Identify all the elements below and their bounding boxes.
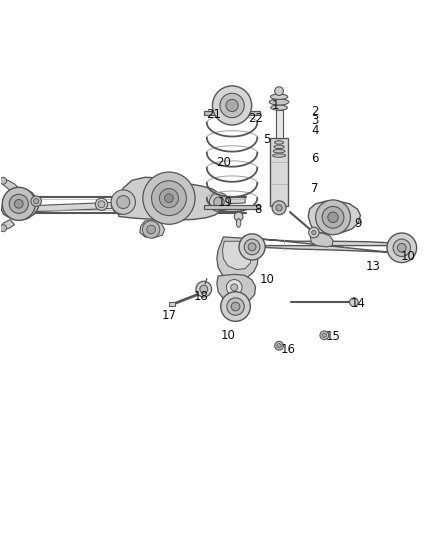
Circle shape bbox=[221, 292, 251, 321]
Circle shape bbox=[328, 212, 338, 223]
Circle shape bbox=[98, 201, 105, 208]
Polygon shape bbox=[140, 221, 165, 238]
Circle shape bbox=[322, 333, 326, 337]
Polygon shape bbox=[1, 180, 18, 190]
Text: 7: 7 bbox=[311, 182, 318, 195]
Circle shape bbox=[231, 284, 238, 291]
Circle shape bbox=[31, 196, 42, 206]
Circle shape bbox=[142, 221, 160, 238]
Text: 9: 9 bbox=[354, 217, 362, 230]
Polygon shape bbox=[223, 241, 252, 270]
Circle shape bbox=[196, 281, 212, 297]
Circle shape bbox=[220, 93, 244, 118]
Polygon shape bbox=[1, 188, 39, 220]
Circle shape bbox=[111, 190, 135, 214]
Text: 4: 4 bbox=[311, 124, 318, 137]
Ellipse shape bbox=[272, 154, 286, 157]
Circle shape bbox=[0, 225, 7, 232]
Circle shape bbox=[226, 279, 242, 295]
Text: 21: 21 bbox=[206, 108, 221, 120]
Circle shape bbox=[143, 172, 195, 224]
Circle shape bbox=[320, 331, 328, 340]
Circle shape bbox=[350, 298, 358, 306]
Circle shape bbox=[165, 194, 173, 203]
Ellipse shape bbox=[271, 105, 287, 110]
Text: 17: 17 bbox=[162, 309, 177, 322]
Ellipse shape bbox=[212, 100, 252, 111]
Text: 19: 19 bbox=[218, 196, 233, 209]
Ellipse shape bbox=[269, 99, 289, 105]
Ellipse shape bbox=[275, 141, 284, 144]
Circle shape bbox=[272, 201, 286, 215]
Circle shape bbox=[244, 239, 260, 255]
Circle shape bbox=[309, 228, 319, 238]
Circle shape bbox=[397, 244, 406, 252]
Text: 16: 16 bbox=[281, 343, 296, 356]
Circle shape bbox=[393, 239, 410, 256]
Text: 1: 1 bbox=[272, 99, 279, 112]
Text: 8: 8 bbox=[254, 204, 262, 216]
Bar bbox=[169, 302, 176, 306]
Polygon shape bbox=[111, 191, 134, 214]
Polygon shape bbox=[1, 220, 14, 230]
Circle shape bbox=[9, 194, 28, 213]
Circle shape bbox=[2, 187, 35, 220]
Bar bbox=[270, 138, 288, 206]
Text: 10: 10 bbox=[259, 273, 274, 286]
Circle shape bbox=[322, 206, 344, 228]
Text: 15: 15 bbox=[325, 329, 340, 343]
Circle shape bbox=[231, 302, 240, 311]
Text: 13: 13 bbox=[366, 260, 381, 273]
Polygon shape bbox=[217, 237, 258, 279]
Circle shape bbox=[248, 243, 256, 251]
Circle shape bbox=[200, 285, 208, 293]
Text: 2: 2 bbox=[311, 106, 318, 118]
Circle shape bbox=[226, 99, 238, 111]
Circle shape bbox=[117, 196, 130, 208]
Polygon shape bbox=[117, 177, 224, 220]
Circle shape bbox=[212, 86, 252, 125]
Circle shape bbox=[276, 205, 282, 211]
Circle shape bbox=[34, 199, 39, 204]
Circle shape bbox=[239, 234, 265, 260]
Bar bbox=[204, 205, 260, 209]
Circle shape bbox=[214, 197, 224, 207]
Polygon shape bbox=[308, 201, 360, 234]
Text: 10: 10 bbox=[401, 251, 416, 263]
Circle shape bbox=[209, 192, 229, 212]
Circle shape bbox=[312, 230, 316, 235]
Circle shape bbox=[95, 198, 108, 211]
Text: 20: 20 bbox=[216, 156, 231, 168]
Circle shape bbox=[227, 298, 244, 315]
Circle shape bbox=[14, 199, 23, 208]
Polygon shape bbox=[217, 274, 255, 303]
Circle shape bbox=[147, 225, 155, 234]
Circle shape bbox=[316, 200, 350, 235]
Circle shape bbox=[234, 212, 243, 221]
Text: 22: 22 bbox=[248, 112, 264, 125]
Ellipse shape bbox=[274, 145, 284, 149]
Text: 5: 5 bbox=[263, 133, 271, 146]
Ellipse shape bbox=[273, 149, 285, 153]
Circle shape bbox=[387, 233, 417, 263]
Bar bbox=[276, 110, 283, 138]
Circle shape bbox=[159, 189, 179, 208]
Circle shape bbox=[275, 341, 283, 350]
Bar bbox=[204, 111, 260, 115]
Circle shape bbox=[275, 87, 283, 95]
Text: 6: 6 bbox=[311, 152, 318, 165]
Circle shape bbox=[152, 181, 186, 215]
Text: 18: 18 bbox=[193, 289, 208, 303]
Ellipse shape bbox=[237, 219, 241, 228]
Circle shape bbox=[0, 177, 7, 184]
Polygon shape bbox=[311, 232, 333, 247]
Polygon shape bbox=[10, 197, 245, 213]
Text: 14: 14 bbox=[351, 297, 366, 310]
Text: 3: 3 bbox=[311, 114, 318, 127]
Text: 10: 10 bbox=[220, 329, 235, 342]
Circle shape bbox=[277, 344, 281, 348]
Ellipse shape bbox=[270, 94, 288, 99]
Polygon shape bbox=[243, 237, 402, 254]
